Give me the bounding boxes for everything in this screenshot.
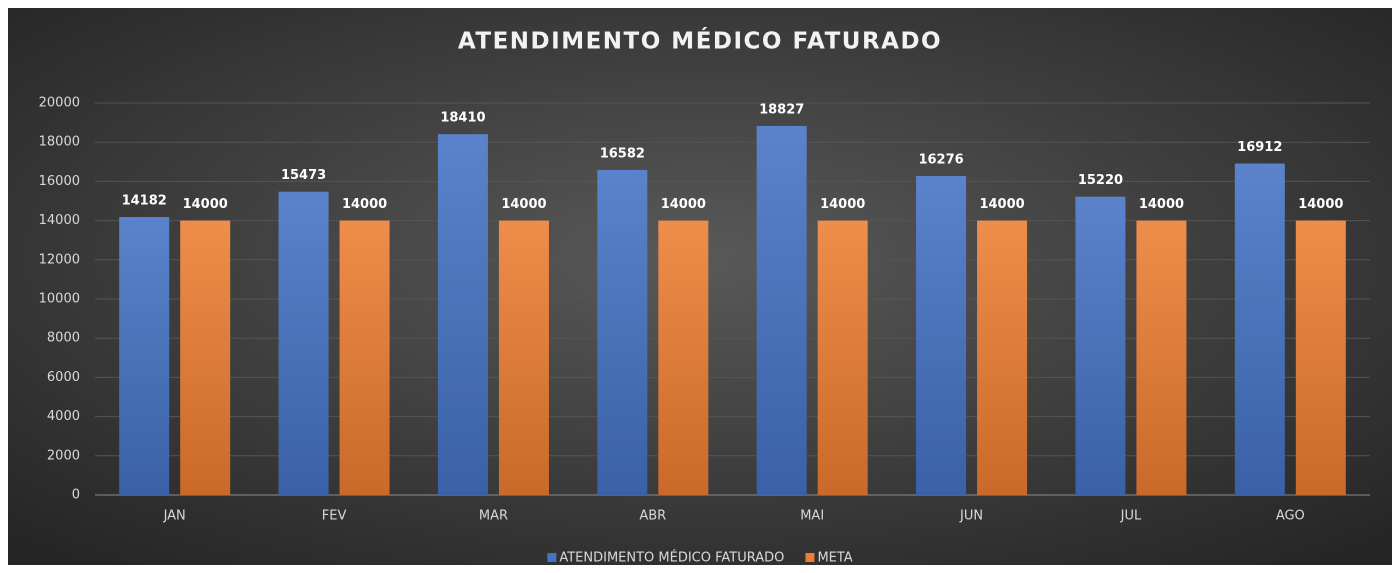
data-label: 18827 [759,102,804,117]
bar [1295,220,1346,495]
legend-label: META [817,551,852,566]
bar [756,125,807,496]
bar [437,134,488,495]
data-label: 16912 [1237,140,1282,155]
y-tick-label: 4000 [47,409,80,424]
data-label: 15220 [1078,173,1123,188]
y-tick-label: 16000 [39,174,80,189]
bar [498,220,549,495]
legend-swatch [547,553,557,562]
y-tick-label: 8000 [47,331,80,346]
x-tick-label: MAI [800,509,824,524]
data-label: 14000 [820,197,865,212]
bar [180,220,231,495]
data-label: 18410 [440,111,485,126]
bar [658,220,709,495]
legend-swatch [805,553,815,562]
data-label: 14000 [342,197,387,212]
x-tick-label: MAR [479,509,508,524]
data-label: 16582 [600,146,645,161]
bar [339,220,390,495]
bar [1075,196,1126,496]
x-tick-label: AGO [1276,509,1305,524]
y-tick-label: 6000 [47,370,80,385]
data-label: 14000 [501,197,546,212]
legend-label: ATENDIMENTO MÉDICO FATURADO [559,550,784,566]
y-tick-label: 12000 [39,252,80,267]
y-tick-label: 18000 [39,135,80,150]
bar [278,191,329,496]
x-tick-label: FEV [322,509,347,524]
data-label: 14000 [979,197,1024,212]
bar [597,169,648,495]
data-label: 16276 [918,152,963,167]
x-tick-label: ABR [639,509,666,524]
y-tick-label: 0 [72,488,80,503]
data-label: 14000 [661,197,706,212]
y-tick-label: 14000 [39,213,80,228]
x-tick-label: JAN [163,509,186,524]
y-tick-label: 10000 [39,292,80,307]
chart-title: ATENDIMENTO MÉDICO FATURADO [458,27,942,55]
data-label: 14000 [1139,197,1184,212]
bar [1234,163,1285,496]
x-tick-label: JUL [1120,509,1142,524]
data-label: 14182 [122,194,167,209]
data-label: 14000 [1298,197,1343,212]
data-label: 15473 [281,168,326,183]
bar [119,217,170,495]
y-tick-label: 20000 [39,96,80,111]
bar [916,175,967,495]
data-label: 14000 [183,197,228,212]
x-tick-label: JUN [959,509,983,524]
bar [1136,220,1187,495]
bar [817,220,868,495]
y-tick-label: 2000 [47,448,80,463]
bar [977,220,1028,495]
